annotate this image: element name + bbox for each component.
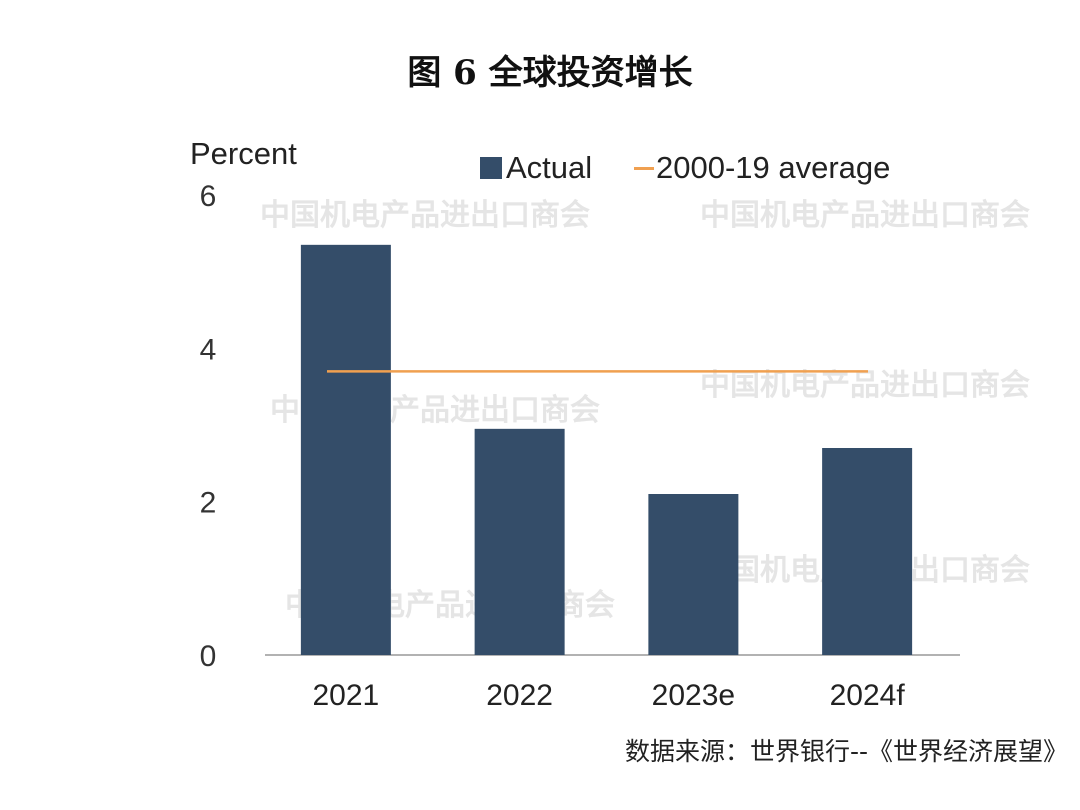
bar-2022 bbox=[474, 428, 565, 655]
bar-2021 bbox=[300, 244, 391, 656]
legend-actual: Actual bbox=[480, 150, 592, 186]
x-tick-label: 2024f bbox=[830, 679, 906, 712]
y-tick-label: 2 bbox=[200, 487, 217, 520]
legend-label-actual: Actual bbox=[506, 150, 593, 185]
x-tick-label: 2022 bbox=[486, 679, 553, 712]
bar-2024f bbox=[822, 448, 913, 655]
x-tick-label: 2023e bbox=[652, 679, 735, 712]
legend-swatch-average bbox=[634, 166, 654, 170]
y-axis-label: Percent bbox=[190, 136, 297, 171]
y-tick-label: 4 bbox=[200, 333, 217, 366]
bar-2023e bbox=[648, 494, 739, 655]
page-title: 图 6 全球投资增长 bbox=[407, 53, 693, 93]
y-tick-label: 6 bbox=[200, 180, 217, 213]
legend-average: 2000-19 average bbox=[634, 150, 890, 186]
y-tick-label: 0 bbox=[200, 640, 217, 673]
source-note: 数据来源：世界银行--《世界经济展望》 bbox=[624, 737, 1068, 766]
x-tick-label: 2021 bbox=[313, 679, 380, 712]
legend-label-average: 2000-19 average bbox=[656, 150, 891, 185]
legend-swatch-actual bbox=[480, 157, 502, 179]
